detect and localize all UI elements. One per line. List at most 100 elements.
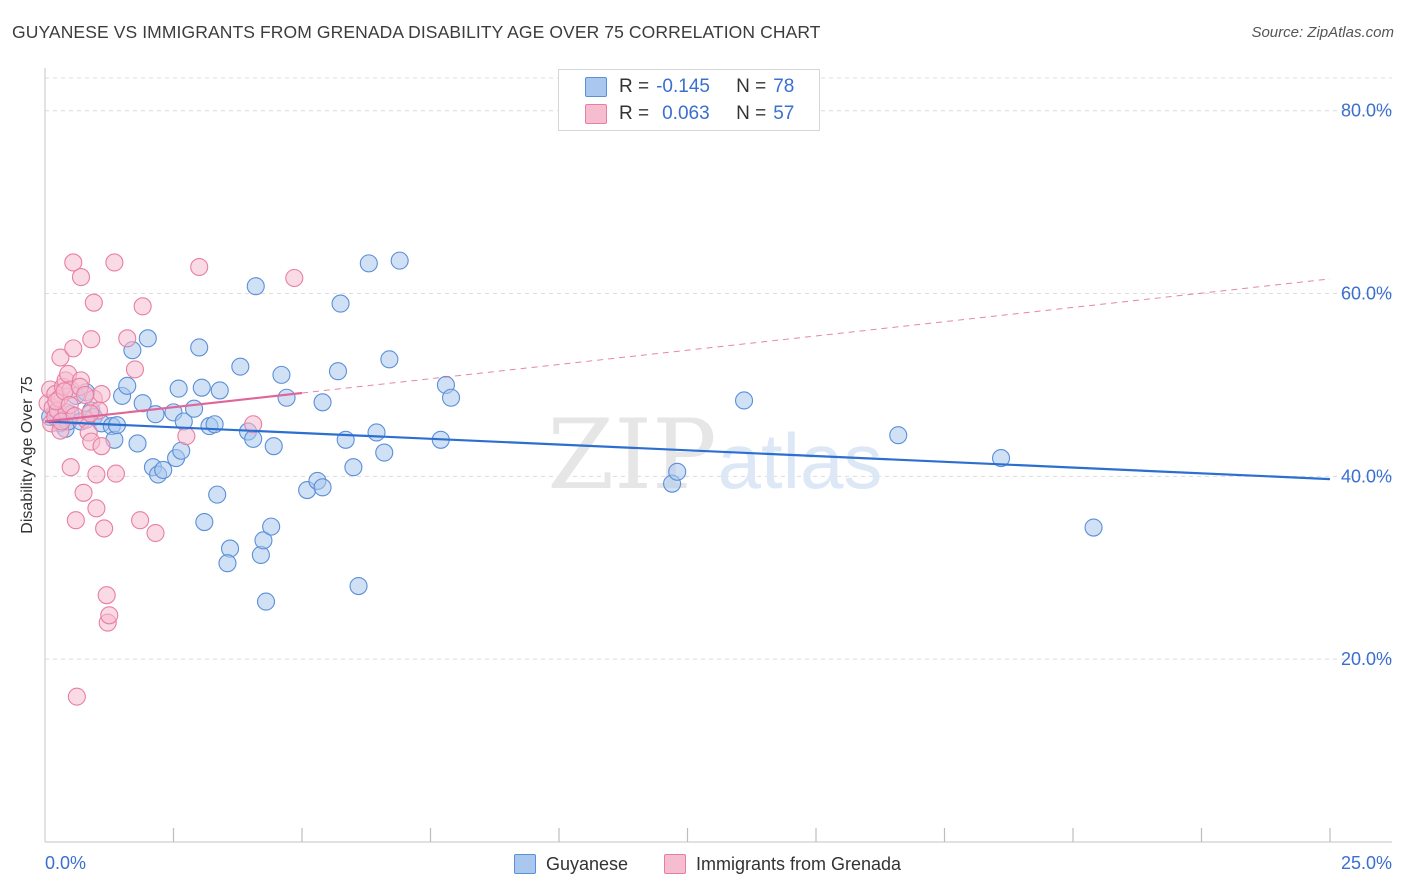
grenada-point xyxy=(118,329,137,348)
guyanese-point xyxy=(313,478,332,497)
grenada-point xyxy=(190,257,209,277)
bottom-legend-grenada: Immigrants from Grenada xyxy=(664,851,901,877)
legend-box: R = -0.145 N = 78 R = 0.063 N = 57 xyxy=(558,69,820,131)
source-label: Source: ZipAtlas.com xyxy=(1251,24,1394,41)
guyanese-point xyxy=(272,365,291,384)
grenada-point xyxy=(177,427,196,446)
grenada-point xyxy=(64,339,83,358)
legend-r-label: R = xyxy=(619,103,650,124)
points xyxy=(38,251,1103,706)
legend-r-value: 0.063 xyxy=(662,103,710,124)
grenada-point xyxy=(61,458,80,477)
grenada-point xyxy=(92,385,111,404)
guyanese-point xyxy=(208,485,227,504)
grenada-point xyxy=(97,586,116,605)
guyanese-point xyxy=(256,592,276,611)
grenada-point xyxy=(95,519,114,538)
grenada-point xyxy=(100,606,119,625)
trend-line-solid xyxy=(44,420,1331,481)
guyanese-point xyxy=(264,437,283,456)
guyanese-point xyxy=(169,379,188,398)
guyanese-point xyxy=(442,388,461,407)
grenada-point xyxy=(106,464,125,483)
grenada-point xyxy=(67,687,86,706)
y-tick-label: 80.0% xyxy=(1341,101,1392,121)
x-tick-label: 25.0% xyxy=(1341,853,1392,873)
guyanese-point xyxy=(668,462,687,481)
grenada-point xyxy=(81,404,100,423)
guyanese-point xyxy=(262,517,281,536)
guyanese-point xyxy=(218,554,237,573)
legend-n-value: 78 xyxy=(773,76,795,97)
grenada-point xyxy=(71,268,91,287)
guyanese-point xyxy=(390,251,409,270)
grenada-point xyxy=(64,253,83,272)
y-tick-label: 40.0% xyxy=(1341,466,1392,486)
bottom-legend-swatch-pink xyxy=(664,854,686,874)
legend-swatch-pink xyxy=(585,104,607,124)
guyanese-point xyxy=(210,381,229,400)
grenada-point xyxy=(66,511,85,530)
guyanese-point xyxy=(328,362,348,381)
guyanese-point xyxy=(231,357,250,376)
watermark: ZIP atlas xyxy=(547,399,882,511)
x-tick-label: 0.0% xyxy=(45,853,86,873)
grenada-point xyxy=(146,523,165,543)
guyanese-point xyxy=(1084,518,1103,537)
trend-line-solid xyxy=(44,391,303,423)
guyanese-point xyxy=(359,254,378,273)
guyanese-point xyxy=(195,513,214,532)
grenada-point xyxy=(125,360,144,379)
guyanese-point xyxy=(331,294,350,313)
legend-r-value: -0.145 xyxy=(656,76,710,97)
guyanese-point xyxy=(380,350,399,369)
grenada-point xyxy=(92,437,111,456)
guyanese-point xyxy=(118,376,137,395)
guyanese-point xyxy=(734,391,754,410)
grenada-point xyxy=(82,330,101,349)
bottom-legend-label: Immigrants from Grenada xyxy=(696,853,902,874)
guyanese-point xyxy=(246,277,265,296)
grenada-point xyxy=(84,293,103,312)
trend-lines xyxy=(44,278,1331,481)
grenada-point xyxy=(87,465,106,484)
guyanese-point xyxy=(192,378,211,397)
grenada-point xyxy=(87,499,106,518)
guyanese-point xyxy=(349,576,368,596)
trend-line-dashed xyxy=(301,278,1331,394)
grenada-point xyxy=(244,415,263,434)
guyanese-point xyxy=(190,338,209,357)
guyanese-point xyxy=(154,460,173,480)
y-tick-label: 60.0% xyxy=(1341,284,1392,304)
y-tick-label: 20.0% xyxy=(1341,649,1392,669)
guyanese-point xyxy=(991,449,1011,468)
grenada-point xyxy=(74,483,93,502)
grenada-point xyxy=(133,297,152,316)
watermark-zip: ZIP xyxy=(547,399,716,511)
grenada-point xyxy=(105,253,124,272)
grenada-point xyxy=(285,268,304,288)
grenada-point xyxy=(76,385,95,405)
guyanese-point xyxy=(367,423,386,442)
guyanese-point xyxy=(313,393,332,412)
grenada-point xyxy=(51,348,70,367)
guyanese-point xyxy=(254,531,273,550)
bottom-legend-swatch-blue xyxy=(514,854,536,874)
legend-n-value: 57 xyxy=(773,103,795,124)
legend-swatch-blue xyxy=(585,77,607,97)
legend-n-label: N = xyxy=(736,103,767,124)
guyanese-point xyxy=(138,329,157,348)
bottom-legend-label: Guyanese xyxy=(546,853,629,874)
watermark-atlas: atlas xyxy=(718,417,883,505)
grenada-point xyxy=(131,511,150,530)
guyanese-point xyxy=(889,426,908,445)
legend-r-label: R = xyxy=(619,76,650,97)
guyanese-point xyxy=(344,458,363,477)
guyanese-point xyxy=(128,434,147,453)
tick-labels: 20.0% 40.0% 60.0% 80.0% 0.0% 25.0% xyxy=(45,101,1392,873)
guyanese-point xyxy=(185,399,204,418)
legend-n-label: N = xyxy=(736,76,767,97)
guyanese-point xyxy=(277,388,296,407)
chart-title: GUYANESE VS IMMIGRANTS FROM GRENADA DISA… xyxy=(12,22,821,42)
